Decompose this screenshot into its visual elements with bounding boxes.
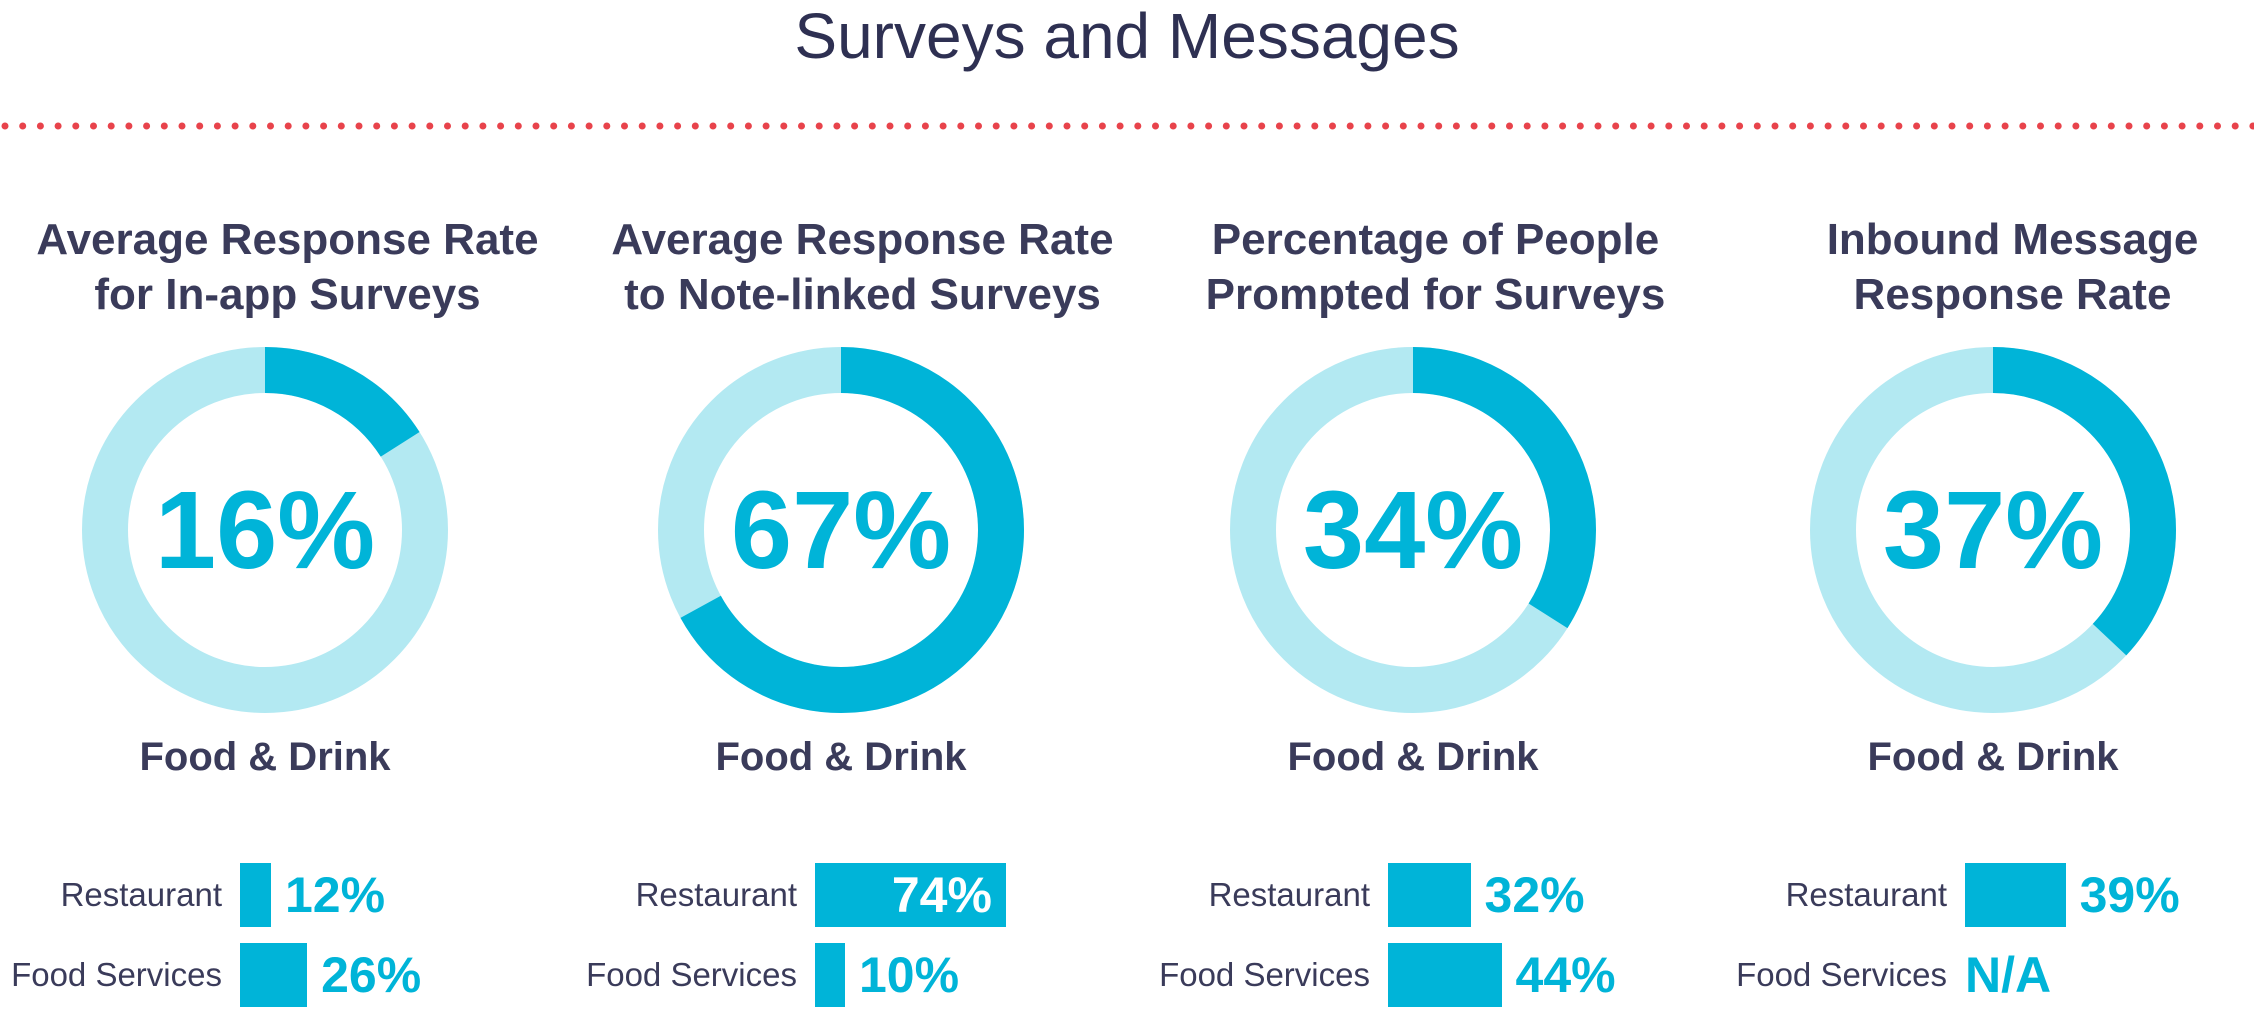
- donut-chart: 16%: [82, 347, 448, 713]
- donut-value-label: 67%: [731, 469, 951, 592]
- bar-value-label: 74%: [891, 867, 992, 923]
- bar-value-label: 39%: [2079, 867, 2180, 923]
- segment-label: Food & Drink: [715, 735, 967, 779]
- donut-value-label: 16%: [155, 469, 375, 592]
- chart-title-line: Average Response Rate: [36, 215, 539, 264]
- bar-value-label: 12%: [284, 867, 386, 923]
- donut-chart: 34%: [1230, 347, 1596, 713]
- chart-title-line: Percentage of People: [1211, 215, 1660, 264]
- chart-title-line: Average Response Rate: [611, 215, 1114, 264]
- bar-category-label: Restaurant: [1208, 876, 1370, 913]
- donut-chart: 67%: [658, 347, 1024, 713]
- bar: [240, 943, 308, 1007]
- donut-value-label: 37%: [1883, 469, 2103, 592]
- chart-panel-3: Percentage of People Prompted for Surveys…: [1148, 0, 1723, 1009]
- bar-category-label: Restaurant: [635, 876, 797, 913]
- donut-value-label: 34%: [1303, 469, 1523, 592]
- bar: [1965, 863, 2066, 927]
- bar-value-label: N/A: [1965, 947, 2052, 1003]
- chart-title-line: for In-app Surveys: [94, 270, 481, 319]
- bar-category-label: Food Services: [1736, 956, 1947, 993]
- segment-label: Food & Drink: [139, 735, 391, 779]
- chart-title-line: to Note-linked Surveys: [624, 270, 1101, 319]
- chart-title-line: Inbound Message: [1826, 215, 2199, 264]
- chart-panel-1: Average Response Rate for In-app Surveys 1…: [0, 0, 575, 1009]
- donut-value-arc: [1230, 347, 1596, 713]
- bar: [1388, 943, 1502, 1007]
- bar-category-label: Food Services: [586, 956, 797, 993]
- bar-category-label: Restaurant: [60, 876, 222, 913]
- chart-title: Average Response Rate for In-app Surveys: [0, 212, 575, 322]
- chart-title-line: Response Rate: [1853, 270, 2172, 319]
- segment-label: Food & Drink: [1287, 735, 1539, 779]
- donut-value-arc: [82, 347, 448, 713]
- bar-value-label: 44%: [1515, 947, 1616, 1003]
- chart-title-line: Prompted for Surveys: [1205, 270, 1666, 319]
- bar: [240, 863, 271, 927]
- donut-value-arc: [658, 347, 1024, 713]
- donut-chart: 37%: [1810, 347, 2176, 713]
- bar-category-label: Food Services: [1159, 956, 1370, 993]
- bar-category-label: Restaurant: [1785, 876, 1947, 913]
- chart-title: Inbound Message Response Rate: [1725, 212, 2254, 322]
- chart-panel-2: Average Response Rate to Note-linked Surv…: [575, 0, 1150, 1009]
- segment-label: Food & Drink: [1867, 735, 2119, 779]
- chart-title: Percentage of People Prompted for Surveys: [1148, 212, 1723, 322]
- donut-value-arc: [1810, 347, 2176, 713]
- dotted-divider: [1, 122, 2254, 130]
- page-title: Surveys and Messages: [794, 0, 1460, 72]
- bar-value-label: 32%: [1484, 867, 1585, 923]
- bar-value-label: 10%: [859, 947, 960, 1003]
- chart-panel-4: Inbound Message Response Rate 37% Food & Dr…: [1725, 0, 2254, 1009]
- chart-title: Average Response Rate to Note-linked Surv…: [575, 212, 1150, 322]
- bar-category-label: Food Services: [11, 956, 222, 993]
- bar: [815, 863, 1006, 927]
- bar: [815, 943, 845, 1007]
- bar-value-label: 26%: [321, 947, 422, 1003]
- bar: [1388, 863, 1471, 927]
